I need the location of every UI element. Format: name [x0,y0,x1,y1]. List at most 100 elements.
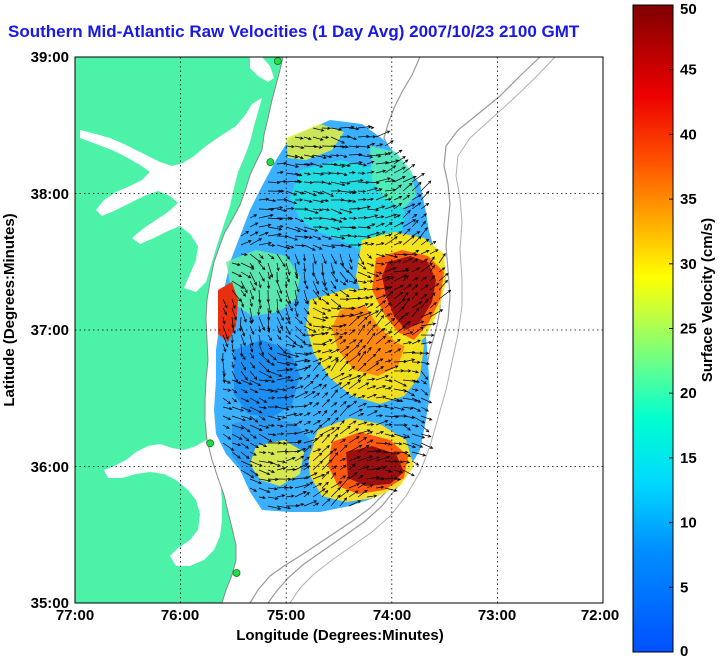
velocity-arrow [258,197,270,201]
velocity-arrow [294,352,310,357]
velocity-arrow [321,244,336,249]
velocity-arrow [420,322,437,327]
velocity-arrow [375,169,387,174]
x-tick-labels: 77:00 76:00 75:00 74:00 73:00 72:00 [56,607,619,624]
velocity-arrow [321,253,327,265]
velocity-arrow [231,442,242,447]
velocity-arrow [276,485,288,490]
x-tick-label: 73:00 [478,607,516,624]
velocity-arrow [366,154,382,158]
velocity-arrow [348,444,363,453]
velocity-arrow [366,423,375,427]
velocity-arrow [294,180,303,184]
velocity-arrow [303,380,314,390]
velocity-arrow [249,222,259,228]
velocity-arrow [303,280,309,290]
velocity-arrow [339,339,347,345]
velocity-arrow [420,379,427,385]
velocity-arrow [357,163,367,167]
velocity-arrow [357,154,374,159]
velocity-arrow [240,388,248,394]
velocity-arrow [249,289,254,300]
velocity-arrow [276,253,286,268]
station-cape-henry [206,439,215,448]
velocity-arrow [258,379,269,383]
velocity-arrow [330,271,339,283]
velocity-arrow [303,325,317,333]
velocity-arrow [393,291,404,300]
velocity-arrow [330,217,343,223]
velocity-arrow [249,469,259,476]
velocity-arrow [294,447,307,453]
velocity-arrow [357,395,366,399]
pamlico-sound [104,440,222,566]
velocity-arrow [312,280,320,295]
velocity-arrow [240,370,248,381]
velocity-arrow [249,334,254,347]
velocity-arrow [357,241,369,246]
velocity-arrow [257,307,261,316]
velocity-arrow [348,400,358,408]
velocity-arrow [375,231,386,237]
velocity-arrow [249,280,256,292]
velocity-arrow [267,262,274,278]
velocity-arrow [312,244,323,250]
velocity-arrow [394,423,408,427]
velocity-arrow [266,280,271,290]
velocity-arrow [357,489,368,498]
velocity-arrow [303,456,310,462]
velocity-arrow [303,333,316,337]
velocity-arrow [375,262,385,266]
velocity-arrow [303,359,311,363]
velocity-arrow [411,307,420,318]
velocity-arrow [402,469,415,477]
velocity-arrow [231,361,235,369]
velocity-arrow [411,370,420,374]
velocity-arrow [312,172,325,176]
velocity-arrow [294,190,305,195]
velocity-arrow [258,415,266,421]
velocity-arrow [303,481,314,489]
velocity-arrow [294,385,304,390]
velocity-arrow [222,442,235,451]
velocity-arrow [240,433,250,442]
velocity-arrow [384,442,392,446]
velocity-arrow [348,311,364,318]
velocity-arrow [375,395,387,399]
velocity-arrow [267,388,279,393]
velocity-arrow [267,423,275,428]
velocity-arrow [321,289,330,296]
velocity-arrow [393,442,403,446]
velocity-arrow [312,448,322,453]
velocity-arrow [339,289,350,298]
velocity-arrow [339,476,351,489]
velocity-arrow [276,262,280,272]
velocity-arrow [321,199,330,203]
velocity-arrow [366,223,376,228]
velocity-arrow [321,349,333,354]
velocity-arrow [357,344,366,354]
velocity-arrow [258,223,272,228]
colorbar-tick-label: 35 [680,191,697,208]
velocity-arrow [276,494,286,498]
velocity-arrow [258,253,264,260]
velocity-arrow [330,426,340,435]
velocity-arrow [402,275,409,282]
velocity-arrow [375,215,385,219]
velocity-arrow [231,271,243,277]
velocity-arrow [348,379,362,390]
chart-title: Southern Mid-Atlantic Raw Velocities (1 … [8,22,580,41]
delaware-bay [250,57,274,82]
velocity-arrow [222,397,232,405]
velocity-arrow [258,424,270,429]
velocity-arrow [276,316,283,330]
velocity-arrow [339,313,354,318]
velocity-arrow [411,213,418,219]
velocity-arrow [276,505,291,510]
velocity-arrow [312,225,323,229]
velocity-arrow [240,298,245,308]
velocity-arrow [411,379,420,383]
velocity-arrow [285,316,291,325]
velocity-arrow [231,451,241,459]
